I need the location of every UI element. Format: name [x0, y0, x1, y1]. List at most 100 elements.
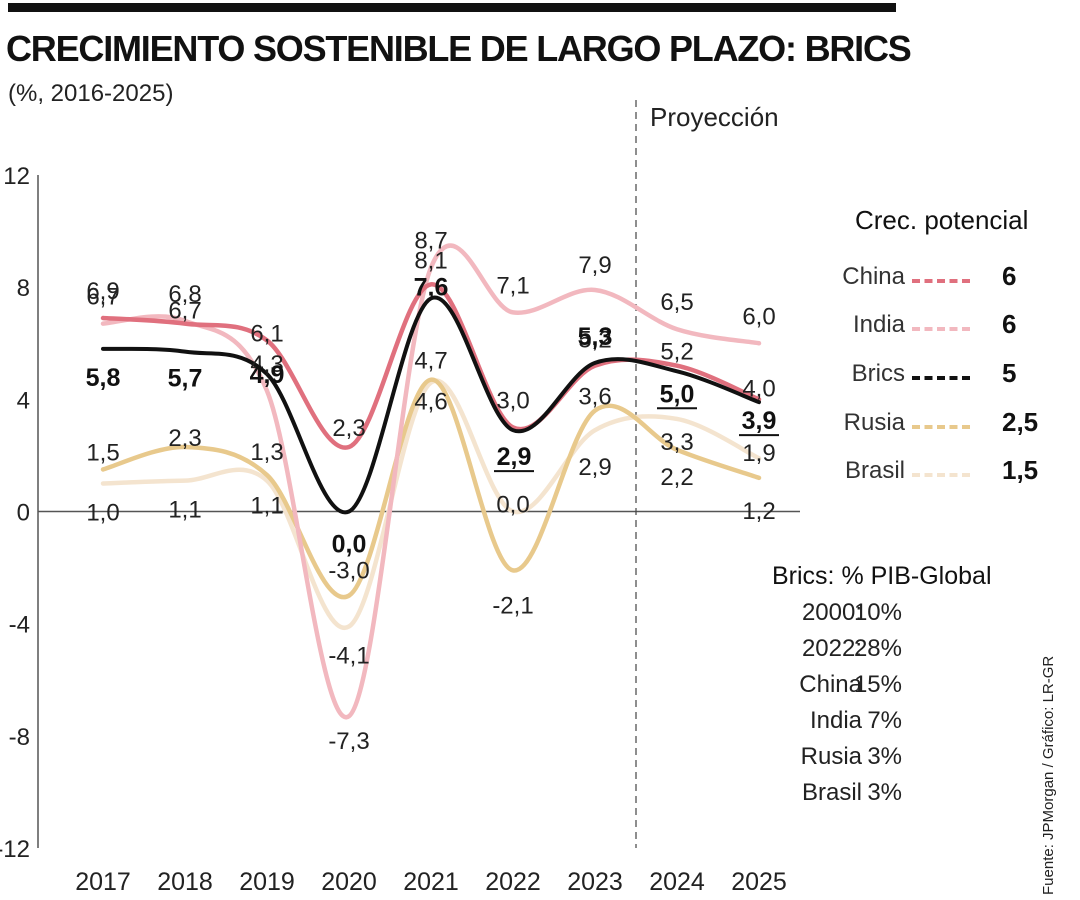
data-label-brics: 0,0	[332, 531, 367, 559]
data-label-brics: 7,6	[414, 273, 449, 301]
data-label-india: 6,0	[742, 303, 775, 330]
data-label-brasil: 1,9	[742, 440, 775, 467]
data-label-brics: 3,9	[742, 407, 777, 435]
x-tick-label: 2025	[731, 868, 787, 896]
gdp-share-table: Brics: % PIB-Global 2000: 10% 2022: 28% …	[772, 562, 1012, 815]
data-label-china: 2,3	[332, 415, 365, 442]
data-label-brasil: 3,3	[660, 429, 693, 456]
series-line-rusia	[100, 377, 762, 600]
data-label-brics: 5,0	[660, 380, 695, 408]
data-label-brasil: 1,1	[168, 497, 201, 524]
data-label-china: 5,2	[660, 339, 693, 366]
series-line-brasil	[100, 378, 762, 630]
data-label-rusia: 1,3	[250, 439, 283, 466]
gdp-share-label: 2000:	[801, 599, 862, 626]
chart-subtitle: (%, 2016-2025)	[8, 80, 174, 107]
legend-swatch	[912, 425, 970, 429]
x-tick-label: 2018	[157, 868, 213, 896]
legend-item-china: China 6	[840, 259, 1055, 299]
gdp-share-label: Rusia	[800, 743, 862, 770]
legend-item-rusia: Rusia 2,5	[840, 405, 1055, 445]
x-tick-label: 2017	[75, 868, 131, 896]
gdp-share-row: 2022: 28%	[772, 635, 1012, 671]
x-tick-label: 2023	[567, 868, 623, 896]
gdp-share-row: India 7%	[772, 707, 1012, 743]
data-label-rusia: 2,2	[660, 464, 693, 491]
legend-item-india: India 6	[840, 307, 1055, 347]
data-label-brasil: 1,1	[250, 493, 283, 520]
projection-label: Proyección	[650, 102, 779, 132]
gdp-share-row: Brasil 3%	[772, 779, 1012, 815]
data-label-china: 8,1	[414, 247, 447, 274]
legend-value: 6	[1002, 309, 1017, 339]
gdp-share-value: 7%	[867, 707, 902, 734]
data-label-rusia: 1,5	[86, 439, 119, 466]
series-line-india	[100, 243, 762, 720]
data-label-brasil: -4,1	[328, 642, 369, 669]
data-label-china: 5,2	[578, 327, 611, 354]
gdp-share-value: 3%	[867, 743, 902, 770]
data-label-india: 7,1	[496, 272, 529, 299]
series-line-brics	[101, 295, 761, 515]
gdp-share-label: China	[799, 671, 862, 698]
legend-label: Rusia	[843, 409, 905, 436]
x-tick-label: 2022	[485, 868, 541, 896]
x-tick-label: 2021	[403, 868, 459, 896]
x-tick-label: 2020	[321, 868, 377, 896]
legend-item-brasil: Brasil 1,5	[840, 453, 1055, 493]
legend-label: Brasil	[844, 457, 905, 484]
data-label-china: 6,1	[250, 320, 283, 347]
legend-value: 1,5	[1002, 455, 1039, 485]
data-label-india: -7,3	[328, 728, 369, 755]
legend-value: 2,5	[1002, 407, 1039, 437]
data-label-brics: 5,3	[578, 323, 613, 351]
y-tick-label: 8	[17, 275, 30, 302]
data-label-india: 8,7	[414, 228, 447, 255]
gdp-share-value: 28%	[853, 635, 902, 662]
data-label-brics: 4,9	[250, 361, 285, 389]
gdp-share-label: 2022:	[801, 635, 862, 662]
data-label-india: 6,8	[168, 281, 201, 308]
chart-data-labels: 6,96,76,12,38,13,05,2 5,24,06,7 6,84,3-7,3…	[86, 228, 779, 755]
data-label-brics: 5,7	[168, 365, 203, 393]
legend-label: China	[842, 263, 905, 290]
gdp-share-value: 10%	[853, 599, 902, 626]
legend-item-brics: Brics 5	[840, 356, 1055, 396]
data-label-rusia: 1,2	[742, 498, 775, 525]
legend-value: 6	[1002, 261, 1017, 291]
y-tick-label: -12	[0, 836, 30, 863]
data-label-china: 6,9	[86, 278, 119, 305]
legend-title: Crec. potencial	[855, 205, 1029, 235]
source-note: Fuente: JPMorgan / Gráfico: LR-GR	[1040, 655, 1057, 895]
legend-swatch	[912, 327, 970, 331]
data-label-brasil: 2,9	[578, 454, 611, 481]
gdp-share-row: 2000: 10%	[772, 599, 1012, 635]
chart-title: CRECIMIENTO SOSTENIBLE DE LARGO PLAZO: B…	[6, 28, 912, 69]
data-label-brics: 5,8	[86, 364, 121, 392]
y-tick-label: -4	[9, 612, 30, 639]
gdp-share-value: 3%	[867, 779, 902, 806]
data-label-brasil: 4,6	[414, 389, 447, 416]
legend-swatch	[912, 473, 970, 477]
data-label-india: 7,9	[578, 252, 611, 279]
gdp-share-label: Brasil	[801, 779, 862, 806]
y-tick-label: 12	[3, 163, 30, 190]
y-tick-label: -8	[9, 724, 30, 751]
gdp-share-row: China 15%	[772, 671, 1012, 707]
data-label-brasil: 1,0	[86, 499, 119, 526]
data-label-rusia: 2,3	[168, 425, 201, 452]
y-tick-label: 4	[17, 387, 30, 414]
chart-axes: 12 8 4 0 -4 -8 -12 2017 2018 2019 2020 2021 2022 2023…	[0, 100, 800, 896]
data-label-rusia: -3,0	[328, 558, 369, 585]
data-label-india: 6,7	[86, 284, 119, 311]
data-label-china: 3,0	[496, 387, 529, 414]
data-label-brasil: 0,0	[496, 492, 529, 519]
data-label-brics: 2,9	[497, 443, 532, 471]
data-label-india: 6,5	[660, 289, 693, 316]
gdp-share-label: India	[809, 707, 862, 734]
data-label-china: 4,0	[742, 375, 775, 402]
legend-swatch	[912, 376, 970, 380]
data-label-rusia: 4,7	[414, 348, 447, 375]
x-tick-label: 2019	[239, 868, 295, 896]
